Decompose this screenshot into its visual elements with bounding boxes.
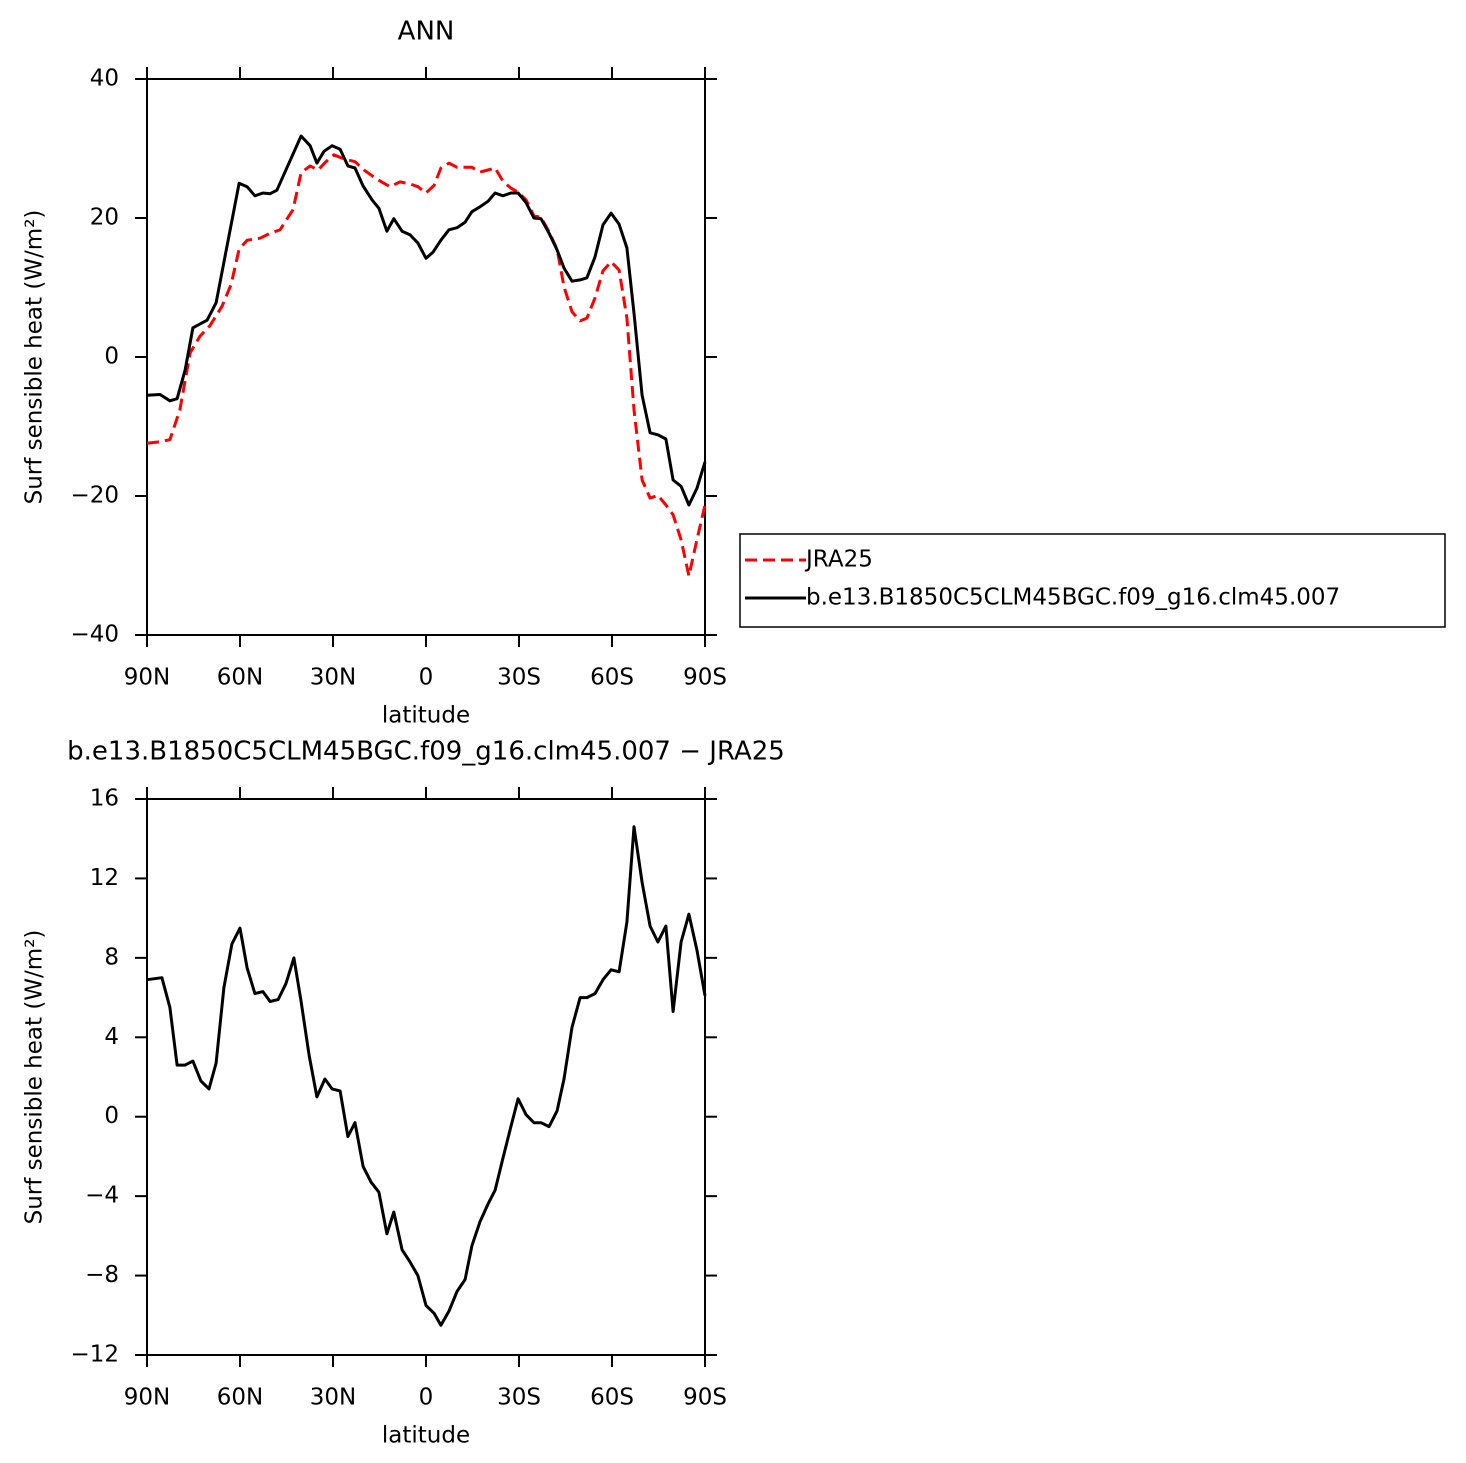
x-tick-label: 30S: [497, 1385, 541, 1411]
x-tick-label: 30N: [310, 1385, 356, 1411]
y-tick-label: 20: [90, 205, 119, 231]
x-tick-label: 60N: [217, 665, 263, 691]
y-axis-label: Surf sensible heat (W/m²): [22, 210, 48, 505]
y-tick-label: −8: [85, 1262, 119, 1288]
x-axis-label: latitude: [382, 703, 470, 729]
y-tick-label: −4: [85, 1183, 119, 1209]
plot-frame: [146, 78, 706, 636]
chart-title: ANN: [398, 17, 455, 47]
x-tick-label: 0: [419, 1385, 434, 1411]
y-tick-label: −20: [70, 483, 119, 509]
y-tick-label: 40: [90, 66, 119, 92]
x-tick-label: 90N: [124, 665, 170, 691]
x-tick-label: 90S: [683, 1385, 727, 1411]
chart-title: b.e13.B1850C5CLM45BGC.f09_g16.clm45.007 …: [67, 737, 785, 767]
legend-label: b.e13.B1850C5CLM45BGC.f09_g16.clm45.007: [806, 585, 1340, 611]
y-tick-label: 0: [104, 1103, 119, 1129]
data-line: [146, 825, 707, 1327]
x-axis-label: latitude: [382, 1423, 470, 1449]
legend-label: JRA25: [804, 547, 873, 573]
x-tick-label: 0: [419, 665, 434, 691]
y-tick-label: 4: [104, 1024, 119, 1050]
x-tick-label: 60S: [590, 1385, 634, 1411]
x-tick-label: 90N: [124, 1385, 170, 1411]
legend-box: [739, 533, 1446, 628]
x-tick-label: 60S: [590, 665, 634, 691]
x-tick-label: 30N: [310, 665, 356, 691]
y-tick-label: −12: [70, 1342, 119, 1368]
data-line: [146, 153, 707, 578]
y-tick-label: 16: [90, 786, 119, 812]
y-axis-label: Surf sensible heat (W/m²): [22, 930, 48, 1225]
x-tick-label: 60N: [217, 1385, 263, 1411]
y-tick-label: −40: [70, 622, 119, 648]
x-tick-label: 90S: [683, 665, 727, 691]
x-tick-label: 30S: [497, 665, 541, 691]
y-tick-label: 8: [104, 944, 119, 970]
data-line: [146, 134, 707, 507]
plot-frame: [146, 798, 706, 1356]
y-tick-label: 12: [90, 865, 119, 891]
y-tick-label: 0: [104, 344, 119, 370]
